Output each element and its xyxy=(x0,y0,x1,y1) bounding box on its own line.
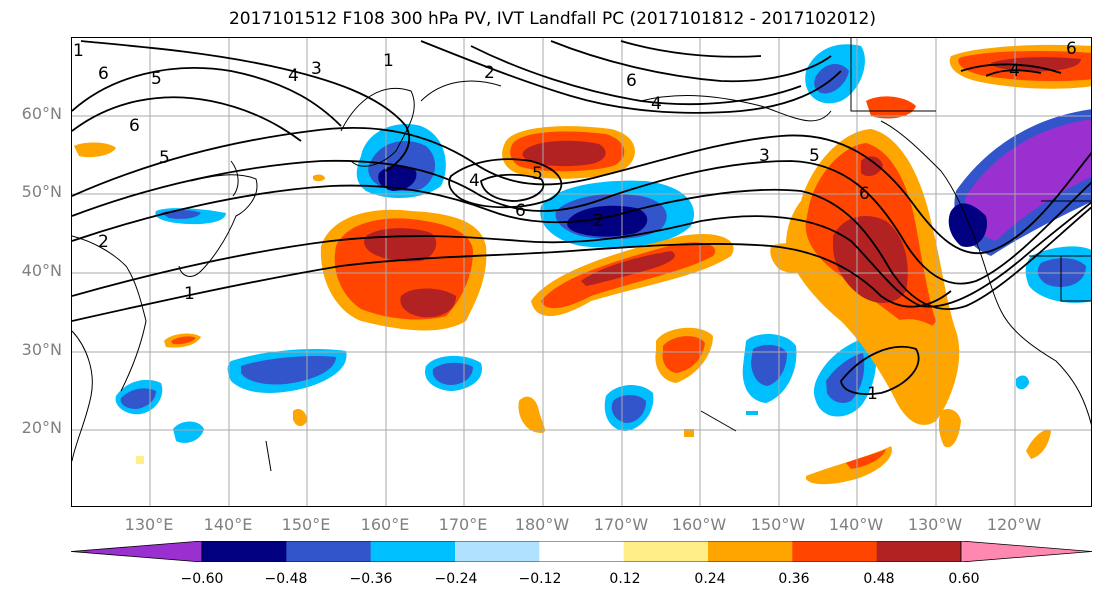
lat-label-20n: 20°N xyxy=(21,418,62,437)
contour-label: 6 xyxy=(515,201,526,221)
contour-labels: 6 5 4 3 1 2 6 5 6 4 5 6 2 1 4 6 3 5 6 1 … xyxy=(73,39,1077,404)
colorbar-tick: −0.24 xyxy=(434,571,478,587)
colorbar-tick: 0.60 xyxy=(948,571,980,587)
colorbar xyxy=(71,541,1092,562)
map-panel: 6 5 4 3 1 2 6 5 6 4 5 6 2 1 4 6 3 5 6 1 … xyxy=(71,37,1092,507)
colorbar-tick: 0.36 xyxy=(778,571,810,587)
graticule xyxy=(72,38,1091,506)
map-title: 2017101512 F108 300 hPa PV, IVT Landfall… xyxy=(228,9,876,29)
lat-label-60n: 60°N xyxy=(21,104,62,123)
lon-label-170e: 170°E xyxy=(438,515,488,534)
lon-label-120w: 120°W xyxy=(986,515,1042,534)
colorbar-swatch xyxy=(708,541,793,562)
contour-label: 1 xyxy=(184,284,195,304)
lon-label-130w: 130°W xyxy=(907,515,963,534)
contour-label: 6 xyxy=(626,71,637,91)
contour-label: 1 xyxy=(383,51,394,71)
lon-label-130e: 130°E xyxy=(124,515,174,534)
filled-anomaly-fields xyxy=(74,44,1091,485)
lon-label-140w: 140°W xyxy=(828,515,884,534)
colorbar-swatch xyxy=(455,541,540,562)
pv-contours xyxy=(72,40,1091,395)
map-canvas: 6 5 4 3 1 2 6 5 6 4 5 6 2 1 4 6 3 5 6 1 … xyxy=(72,38,1091,506)
colorbar-tick: −0.48 xyxy=(264,571,308,587)
lon-label-150w: 150°W xyxy=(750,515,806,534)
contour-label: 3 xyxy=(311,59,322,79)
colorbar-swatch xyxy=(623,541,709,562)
lat-label-50n: 50°N xyxy=(21,182,62,201)
colorbar-swatch xyxy=(539,541,625,562)
contour-label: 5 xyxy=(532,164,543,184)
contour-label: 6 xyxy=(129,116,140,136)
colorbar-swatch xyxy=(876,541,962,562)
contour-label: 1 xyxy=(867,384,878,404)
contour-label: 1 xyxy=(73,41,84,61)
contour-label: 4 xyxy=(1009,61,1020,81)
contour-label: 6 xyxy=(859,184,870,204)
colorbar-tick: −0.60 xyxy=(180,571,224,587)
contour-label: 2 xyxy=(484,63,495,83)
lat-label-40n: 40°N xyxy=(21,261,62,280)
colorbar-swatch xyxy=(792,541,878,562)
colorbar-swatch xyxy=(286,541,372,562)
contour-label: 4 xyxy=(651,94,662,114)
contour-label: 4 xyxy=(288,66,299,86)
contour-label: 6 xyxy=(98,64,109,84)
contour-label: 2 xyxy=(98,232,109,252)
colorbar-tick: 0.12 xyxy=(609,571,641,587)
lon-label-180w: 180°W xyxy=(514,515,570,534)
lon-label-160e: 160°E xyxy=(360,515,410,534)
lon-label-160w: 160°W xyxy=(671,515,727,534)
colorbar-extend-min xyxy=(71,541,203,562)
colorbar-extend-max xyxy=(960,541,1092,562)
contour-label: 5 xyxy=(159,148,170,168)
colorbar-swatch xyxy=(370,541,456,562)
lat-label-30n: 30°N xyxy=(21,340,62,359)
colorbar-tick: −0.36 xyxy=(349,571,393,587)
contour-label: 5 xyxy=(809,146,820,166)
colorbar-tick: 0.48 xyxy=(863,571,895,587)
contour-label: 4 xyxy=(469,171,480,191)
lon-label-140e: 140°E xyxy=(203,515,253,534)
colorbar-swatch xyxy=(202,541,287,562)
lon-label-150e: 150°E xyxy=(281,515,331,534)
contour-label: 2 xyxy=(593,211,604,231)
contour-label: 5 xyxy=(151,69,162,89)
contour-label: 6 xyxy=(1066,39,1077,59)
lon-label-170w: 170°W xyxy=(593,515,649,534)
colorbar-segments xyxy=(71,541,1092,562)
colorbar-tick: −0.12 xyxy=(518,571,562,587)
contour-label: 3 xyxy=(759,146,770,166)
colorbar-tick: 0.24 xyxy=(694,571,726,587)
coastlines xyxy=(72,38,1091,472)
